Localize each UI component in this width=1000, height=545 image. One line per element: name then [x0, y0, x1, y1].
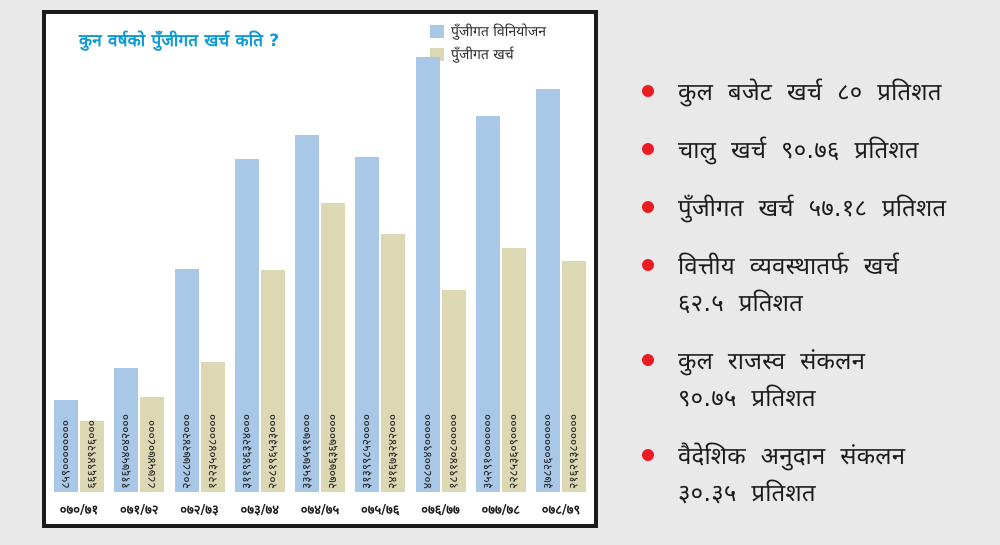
- bar-value-label: ११६७५४०४२०००: [118, 414, 133, 489]
- bullet-dot-icon: [642, 85, 654, 97]
- bar-capital-allocation: ३७८२६०००००००: [536, 89, 560, 492]
- bar-group: २०८८७७२४२००० १२२३५०४८००००: [174, 269, 225, 492]
- bar-value-label: २०८१९६५३३०००: [265, 414, 280, 489]
- chart-title: कुन वर्षको पुँजीगत खर्च कति ?: [79, 31, 280, 51]
- chart-panel: कुन वर्षको पुँजीगत खर्च कति ? पुँजीगत वि…: [42, 10, 598, 528]
- year-label: ०७०/७१: [59, 503, 99, 518]
- bullet-text: वैदेशिक अनुदान संकलन ३०.३५ प्रतिशत: [678, 442, 906, 507]
- bar-capital-expense: २७०७६३६७००००: [321, 203, 345, 492]
- bar-group: ३३५१७५९१७००० २७०७६३६७००००: [295, 135, 345, 492]
- legend-label: पुँजीगत खर्च: [451, 47, 514, 63]
- bar-capital-allocation: ३३५१७५९१७०००: [295, 135, 319, 492]
- bullet-item: कुल राजस्व संकलन ९०.७५ प्रतिशत: [642, 343, 990, 417]
- bullet-item: वित्तीय व्यवस्थातर्फ खर्च ६२.५ प्रतिशत: [642, 248, 990, 322]
- bar-value-label: ४०८००४९०००००: [420, 414, 434, 489]
- bar-value-label: १८९१४०८०००००: [446, 414, 460, 489]
- bar-capital-expense: २४१६७३२४२०००: [381, 234, 406, 492]
- bar-value-label: २४१६७३२४२०००: [385, 414, 400, 489]
- bar-value-label: ३११९४६३२४०००: [239, 414, 254, 489]
- bar-value-label: ८८७५४७०८०००: [144, 420, 159, 489]
- bar-value-label: ३३५१७५९१७०००: [299, 414, 314, 489]
- year-label: ०७२/७३: [180, 503, 219, 518]
- bullet-dot-icon: [642, 259, 654, 271]
- bar-value-label: ३७८२६०००००००: [540, 414, 555, 489]
- legend-swatch-icon: [430, 25, 444, 38]
- bar-capital-allocation: २०८८७७२४२०००: [174, 269, 199, 492]
- bar-plot-area: ८५९०००००००० ६६६९४९२६००० ११६७५४०४२००० ८८७…: [54, 50, 586, 492]
- bullet-text: कुल बजेट खर्च ८० प्रतिशत: [678, 78, 942, 106]
- bullet-text: पुँजीगत खर्च ५७.१८ प्रतिशत: [678, 194, 947, 222]
- bar-capital-expense: ६६६९४९२६०००: [80, 420, 104, 492]
- bar-capital-expense: १८९१४०८०००००: [441, 290, 466, 492]
- legend-item: पुँजीगत विनियोजन: [430, 22, 546, 41]
- bar-capital-allocation: ११६७५४०४२०००: [114, 368, 139, 492]
- bar-group: ३१३९९८५२०००० २४१६७३२४२०००: [355, 157, 406, 492]
- bar-capital-allocation: ४०८००४९०००००: [415, 57, 440, 492]
- bullet-dot-icon: [642, 143, 654, 155]
- bar-capital-expense: २०८१९६५३३०००: [260, 270, 285, 492]
- bullet-item: चालु खर्च ९०.७६ प्रतिशत: [642, 132, 990, 169]
- bar-value-label: २१६२९३८०००००: [566, 414, 581, 489]
- year-label: ०७५/७६: [360, 503, 400, 518]
- bullet-item: पुँजीगत खर्च ५७.१८ प्रतिशत: [642, 190, 990, 227]
- bar-capital-allocation: ३५२९१०००००००: [475, 116, 500, 492]
- year-label: ०७१/७२: [119, 503, 159, 518]
- year-label: ०७७/७८: [481, 503, 521, 518]
- bullet-text: वित्तीय व्यवस्थातर्फ खर्च ६२.५ प्रतिशत: [678, 252, 900, 317]
- bar-capital-allocation: ८५९००००००००: [54, 400, 78, 492]
- year-label: ०७८/७९: [541, 503, 581, 518]
- bar-value-label: १२२३५०४८००००: [205, 414, 219, 489]
- bullet-text: चालु खर्च ९०.७६ प्रतिशत: [678, 136, 919, 164]
- bullet-item: वैदेशिक अनुदान संकलन ३०.३५ प्रतिशत: [642, 438, 990, 512]
- bullet-dot-icon: [642, 201, 654, 213]
- statistics-bullet-list: कुल बजेट खर्च ८० प्रतिशत चालु खर्च ९०.७६…: [642, 74, 990, 512]
- bar-value-label: ३१३९९८५२००००: [359, 414, 374, 489]
- bar-capital-expense: १२२३५०४८००००: [200, 362, 225, 492]
- bar-group: ४०८००४९००००० १८९१४०८०००००: [415, 57, 466, 492]
- legend-label: पुँजीगत विनियोजन: [451, 24, 546, 40]
- bar-capital-allocation: ३११९४६३२४०००: [234, 159, 259, 492]
- bar-group: ३११९४६३२४००० २०८१९६५३३०००: [234, 159, 285, 492]
- bar-group: ८५९०००००००० ६६६९४९२६०००: [54, 400, 104, 492]
- bar-value-label: २२८५३६०९००००: [506, 414, 521, 489]
- bar-capital-allocation: ३१३९९८५२००००: [355, 157, 380, 492]
- bar-capital-expense: २१६२९३८०००००: [562, 261, 586, 492]
- bullet-text: कुल राजस्व संकलन ९०.७५ प्रतिशत: [678, 347, 866, 412]
- bar-value-label: २७०७६३६७००००: [325, 414, 340, 489]
- bullet-dot-icon: [642, 354, 654, 366]
- bar-capital-expense: ८८७५४७०८०००: [140, 397, 165, 492]
- year-label: ०७६/७७: [421, 503, 460, 518]
- year-label: ०७४/७५: [300, 503, 340, 518]
- bar-group: ३५२९१००००००० २२८५३६०९००००: [475, 116, 526, 492]
- bar-capital-expense: २२८५३६०९००००: [501, 248, 526, 492]
- bar-value-label: ६६६९४९२६०००: [84, 420, 99, 489]
- bullet-dot-icon: [642, 449, 654, 461]
- bullet-item: कुल बजेट खर्च ८० प्रतिशत: [642, 74, 990, 111]
- bar-value-label: २०८८७७२४२०००: [179, 414, 193, 489]
- bar-group: ११६७५४०४२००० ८८७५४७०८०००: [114, 368, 165, 492]
- x-axis-year-labels: ०७०/७१ ०७१/७२ ०७२/७३ ०७३/७४ ०७४/७५ ०७५/७६ ०७६/…: [54, 500, 586, 518]
- bar-value-label: ८५९००००००००: [58, 420, 73, 489]
- bar-value-label: ३५२९१०००००००: [480, 414, 495, 489]
- bar-group: ३७८२६००००००० २१६२९३८०००००: [536, 89, 586, 492]
- year-label: ०७३/७४: [240, 503, 280, 518]
